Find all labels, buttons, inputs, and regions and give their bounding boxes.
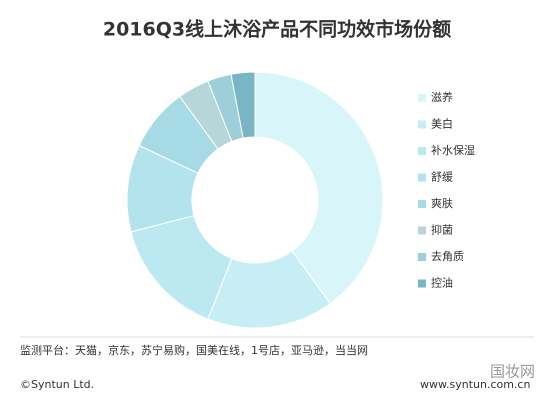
donut-slice <box>254 71 384 305</box>
legend-label: 滋养 <box>431 90 453 104</box>
legend-swatch <box>418 279 426 288</box>
legend-label: 舒缓 <box>431 170 453 184</box>
copyright: ©Syntun Ltd. <box>20 378 94 391</box>
legend-swatch <box>418 120 426 129</box>
legend-swatch <box>418 200 426 208</box>
website: www.syntun.com.cn <box>420 378 530 391</box>
chart-title: 2016Q3线上沐浴产品不同功效市场份额 <box>103 18 451 41</box>
source-note: 监测平台：天猫，京东，苏宁易购，国美在线，1号店，亚马逊，当当网 <box>20 343 368 357</box>
watermark: 国妆网 <box>490 363 535 381</box>
legend-swatch <box>418 94 426 102</box>
legend-swatch <box>418 253 426 261</box>
legend-swatch <box>418 173 426 182</box>
donut-slice <box>230 71 256 139</box>
legend-label: 抑菌 <box>431 223 453 237</box>
legend-swatch <box>418 226 426 235</box>
legend-label: 补水保湿 <box>431 143 475 157</box>
legend-label: 去角质 <box>431 250 464 263</box>
legend-label: 爽肤 <box>431 196 453 210</box>
legend-swatch <box>418 147 426 155</box>
legend-label: 控油 <box>431 276 453 290</box>
legend-label: 美白 <box>431 117 453 131</box>
